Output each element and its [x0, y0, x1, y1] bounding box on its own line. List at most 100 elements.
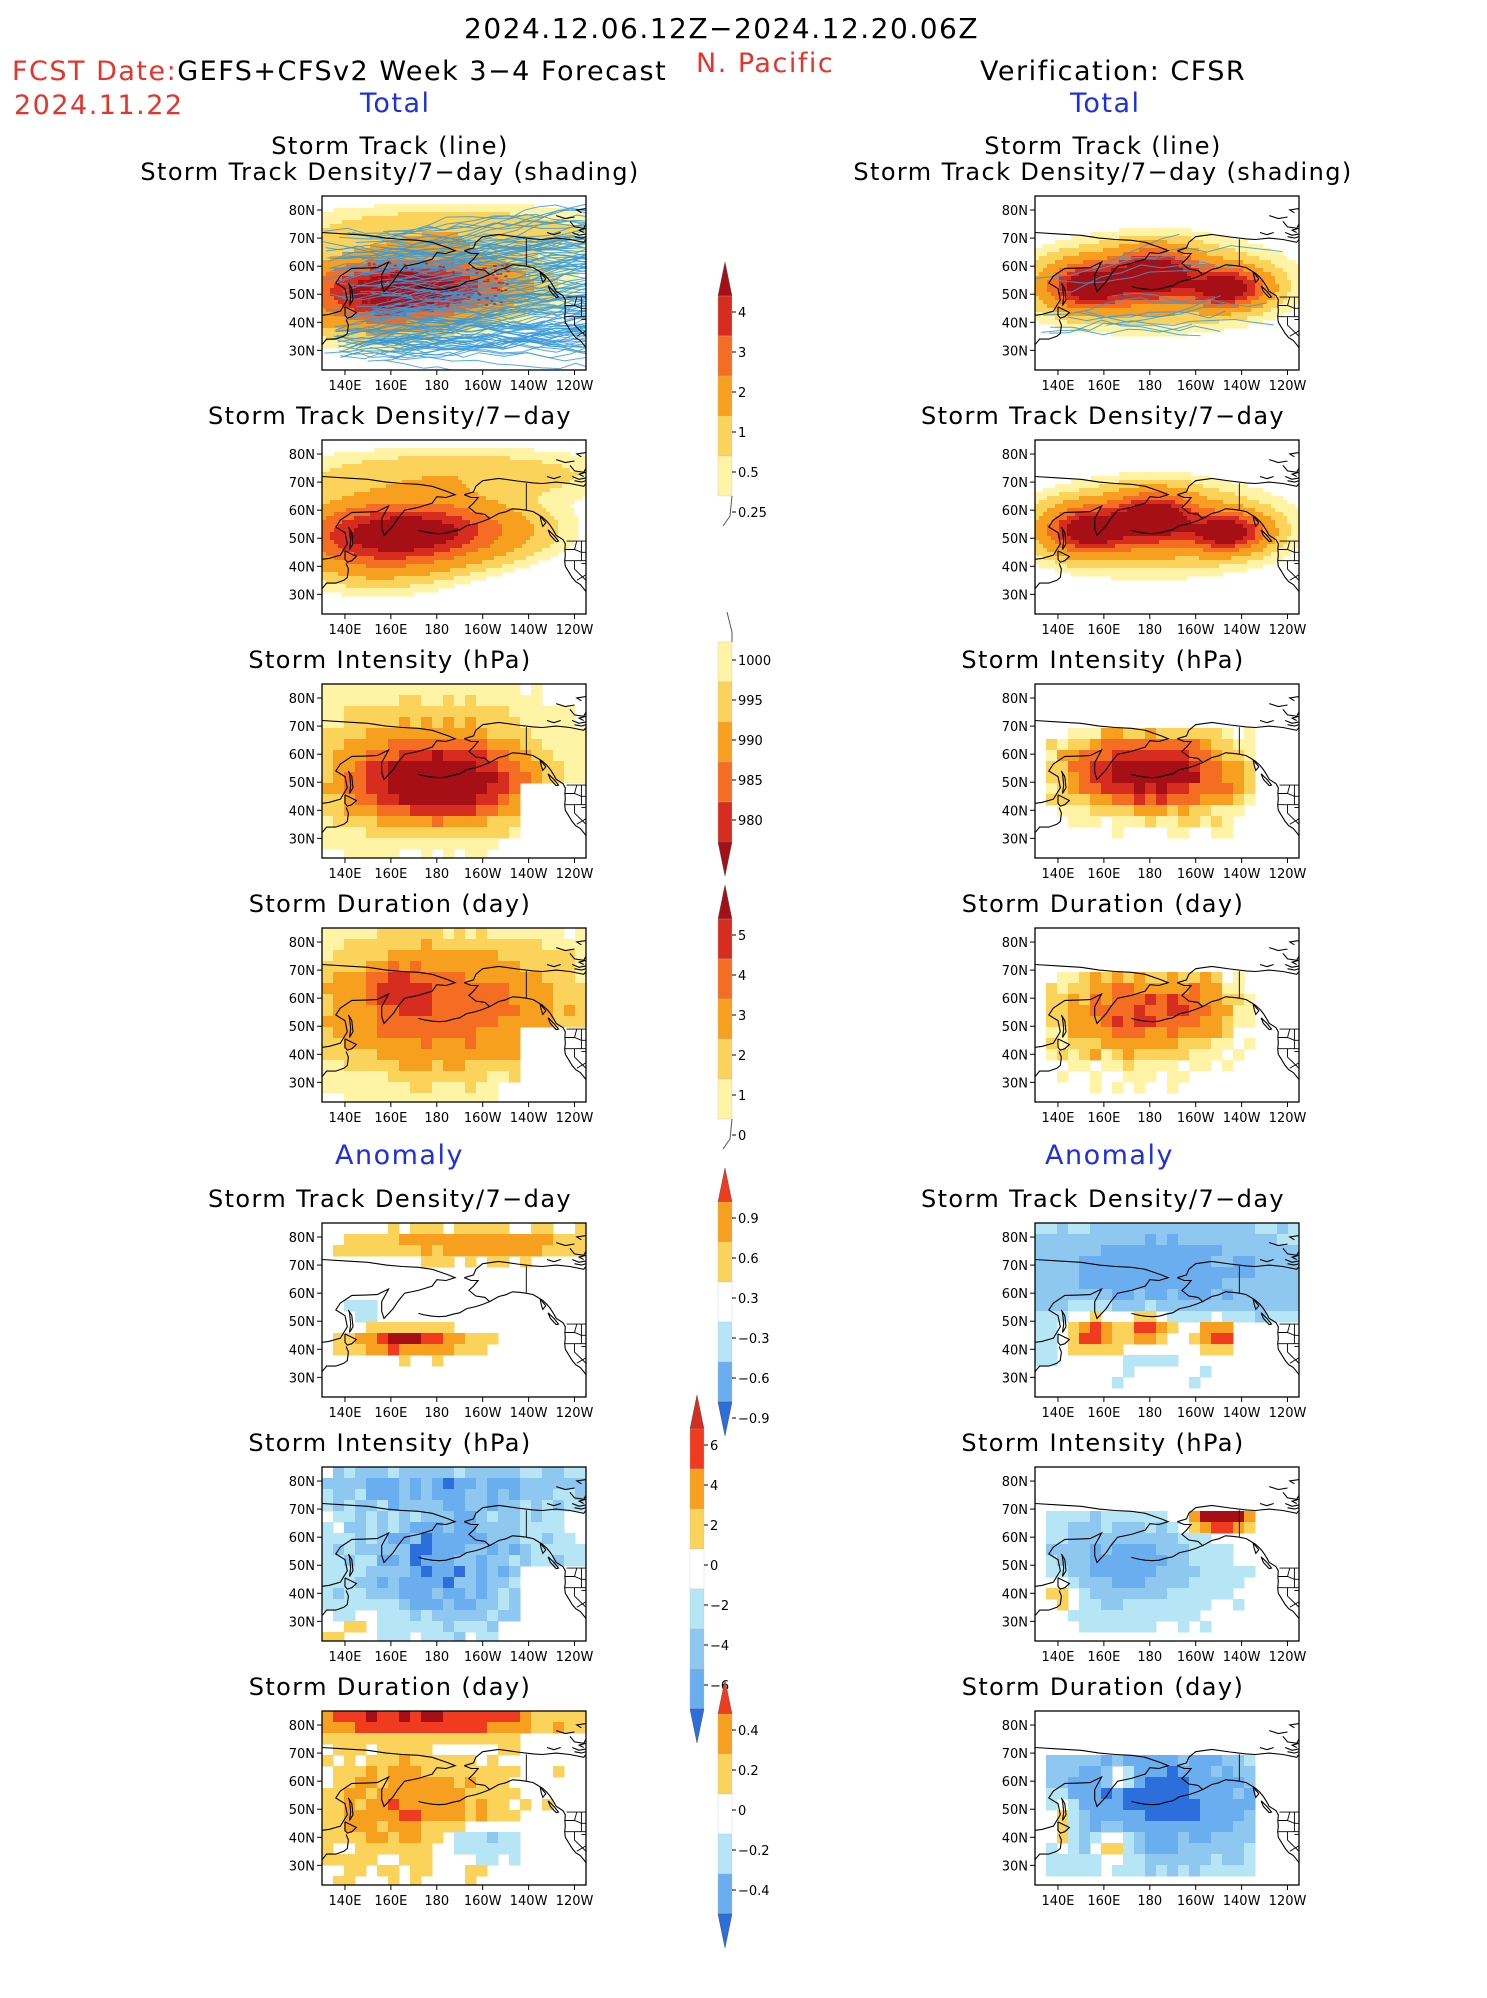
colorbar-label: 0.25: [738, 506, 767, 521]
lon-tick-label: 140E: [1041, 1406, 1074, 1421]
lon-tick-label: 140E: [1041, 623, 1074, 638]
lon-tick-label: 160W: [1177, 1406, 1215, 1421]
colorbar-label: −0.3: [738, 1332, 770, 1347]
title-fcst-anom-intensity: Storm Intensity (hPa): [248, 1429, 531, 1457]
lon-tick-label: 180: [424, 867, 449, 882]
lat-tick-label: 60N: [1002, 1287, 1028, 1302]
lat-tick-label: 30N: [289, 588, 315, 603]
lon-tick-label: 180: [424, 1111, 449, 1126]
lon-tick-label: 160W: [464, 1406, 502, 1421]
lat-tick-label: 50N: [1002, 1559, 1028, 1574]
lat-tick-label: 80N: [289, 936, 315, 951]
title-ver-density: Storm Track Density/7−day: [921, 402, 1285, 430]
lat-tick-label: 70N: [1002, 1747, 1028, 1762]
lon-tick-label: 160W: [464, 623, 502, 638]
lon-tick-label: 180: [1137, 623, 1162, 638]
lon-tick-label: 140E: [328, 867, 361, 882]
colorbar-label: 0.3: [738, 1292, 759, 1307]
lon-tick-label: 140E: [328, 1111, 361, 1126]
fcst-date: 2024.11.22: [14, 90, 184, 121]
lon-tick-label: 140W: [1223, 623, 1261, 638]
lat-tick-label: 40N: [1002, 1048, 1028, 1063]
lat-tick-label: 40N: [289, 804, 315, 819]
lat-tick-label: 30N: [289, 1859, 315, 1874]
lon-tick-label: 120W: [556, 379, 594, 394]
lat-tick-label: 80N: [289, 1719, 315, 1734]
lat-tick-label: 50N: [289, 1803, 315, 1818]
lat-tick-label: 50N: [1002, 532, 1028, 547]
lon-tick-label: 180: [424, 1894, 449, 1909]
lat-tick-label: 80N: [289, 448, 315, 463]
lat-tick-label: 70N: [1002, 1259, 1028, 1274]
lon-tick-label: 160W: [464, 379, 502, 394]
title-ver-anom-duration: Storm Duration (day): [962, 1673, 1245, 1701]
lat-tick-label: 60N: [289, 1531, 315, 1546]
lon-tick-label: 160E: [1087, 1406, 1120, 1421]
lon-tick-label: 140E: [328, 1406, 361, 1421]
colorbar-label: −4: [710, 1639, 729, 1654]
lat-tick-label: 30N: [1002, 344, 1028, 359]
verification-label: Verification: CFSR: [980, 56, 1246, 87]
colorbar-svg: 0.40.20−0.2−0.4: [718, 1680, 808, 1994]
lat-tick-label: 60N: [1002, 504, 1028, 519]
colorbar-label: 995: [738, 694, 763, 709]
lon-tick-label: 140E: [328, 623, 361, 638]
lat-tick-label: 80N: [1002, 1475, 1028, 1490]
lon-tick-label: 160E: [1087, 1894, 1120, 1909]
lat-tick-label: 80N: [1002, 448, 1028, 463]
title-fcst-intensity: Storm Intensity (hPa): [248, 646, 531, 674]
lon-tick-label: 140W: [1223, 1650, 1261, 1665]
colorbar-label: 0.2: [738, 1764, 759, 1779]
lat-tick-label: 40N: [289, 1048, 315, 1063]
colorbar-label: 0.5: [738, 466, 759, 481]
lon-tick-label: 140E: [328, 1894, 361, 1909]
lon-tick-label: 160W: [464, 1650, 502, 1665]
lon-tick-label: 180: [1137, 1406, 1162, 1421]
title-ver-duration: Storm Duration (day): [962, 890, 1245, 918]
lon-tick-label: 140W: [1223, 867, 1261, 882]
fcst-date-label: FCST Date:: [12, 56, 177, 87]
colorbar-label: 1: [738, 1089, 746, 1104]
lat-tick-label: 30N: [1002, 832, 1028, 847]
lat-tick-label: 70N: [289, 1259, 315, 1274]
lat-tick-label: 30N: [289, 1371, 315, 1386]
colorbar-label: 0.4: [738, 1724, 759, 1739]
lat-tick-label: 30N: [1002, 1615, 1028, 1630]
colorbar-label: 2: [710, 1519, 718, 1534]
lon-tick-label: 120W: [1269, 1111, 1307, 1126]
lon-tick-label: 160E: [374, 623, 407, 638]
lon-tick-label: 140W: [510, 1406, 548, 1421]
lat-tick-label: 60N: [289, 504, 315, 519]
colorbar-label: 4: [738, 969, 746, 984]
lat-tick-label: 70N: [1002, 720, 1028, 735]
colorbar-label: 2: [738, 386, 746, 401]
lon-tick-label: 120W: [1269, 1406, 1307, 1421]
lon-tick-label: 160E: [1087, 379, 1120, 394]
lat-tick-label: 40N: [1002, 1831, 1028, 1846]
lon-tick-label: 160E: [1087, 1111, 1120, 1126]
lat-tick-label: 80N: [1002, 936, 1028, 951]
lon-tick-label: 140E: [328, 379, 361, 394]
lon-tick-label: 160E: [1087, 623, 1120, 638]
lat-tick-label: 70N: [289, 1503, 315, 1518]
lon-tick-label: 160E: [374, 1406, 407, 1421]
lat-tick-label: 60N: [289, 748, 315, 763]
